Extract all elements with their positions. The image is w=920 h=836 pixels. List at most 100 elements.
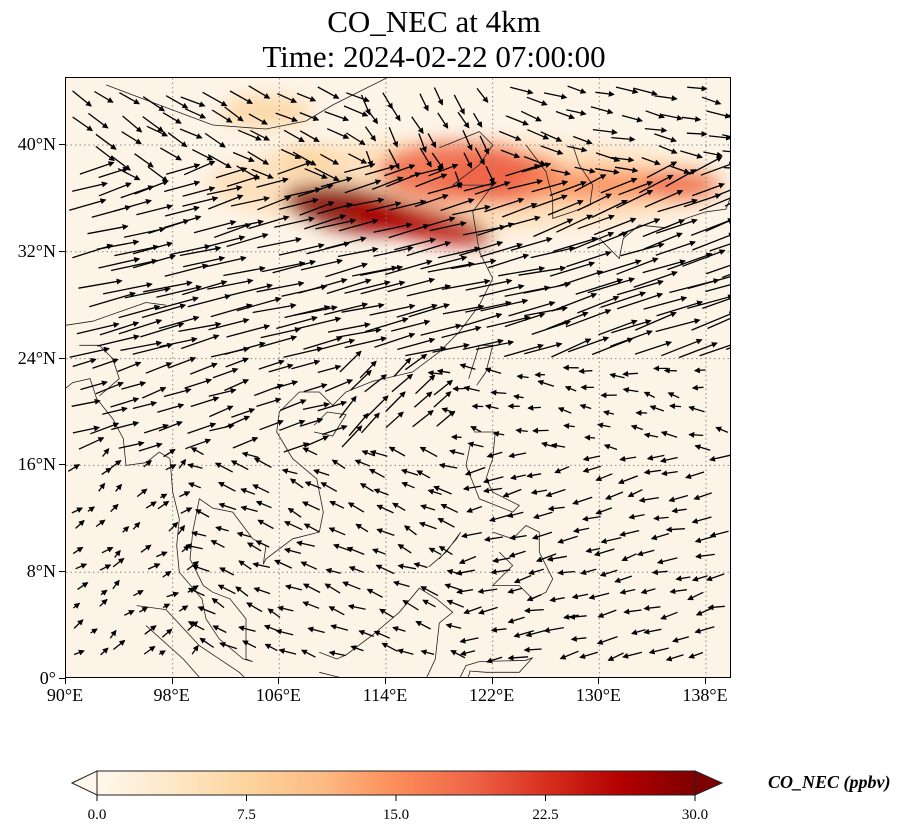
wind-arrow [229,90,253,104]
wind-arrow [208,317,250,331]
wind-arrow [693,492,712,501]
wind-arrow [278,648,297,655]
wind-arrow [143,459,152,468]
wind-arrow [665,526,685,533]
wind-arrow [167,132,188,148]
wind-arrow [644,189,684,208]
lon-tick-mark [705,678,706,684]
wind-arrow [256,397,282,408]
wind-arrow [669,588,687,595]
wind-arrow [274,380,299,389]
wind-arrow [475,339,515,351]
wind-arrow [381,642,398,652]
wind-arrow [184,108,207,119]
wind-arrow [257,195,292,211]
colorbar-tick-label: 7.5 [237,807,256,823]
wind-arrow [350,369,372,391]
wind-arrow [392,502,406,511]
wind-arrow [461,531,482,539]
wind-arrow [214,462,234,473]
wind-arrow [498,130,522,141]
wind-arrow [585,547,601,554]
wind-arrow [688,651,704,659]
wind-arrow [486,656,503,664]
wind-arrow [392,580,410,588]
wind-arrow [413,562,428,569]
wind-arrow [98,182,132,197]
wind-arrow [574,174,607,192]
wind-arrow [597,422,611,429]
wind-arrow [379,608,394,619]
wind-arrow [274,216,315,228]
wind-arrow [283,442,310,453]
wind-arrow [366,395,389,418]
wind-arrow [364,126,376,142]
wind-arrow [278,243,325,256]
wind-arrow [650,532,670,541]
wind-arrow [501,202,538,218]
wind-arrow [264,643,278,652]
wind-arrow [69,198,107,211]
wind-arrow [95,133,117,150]
wind-arrow [688,405,705,413]
wind-arrow [326,128,350,139]
wind-arrow [428,163,459,177]
wind-arrow [480,298,529,312]
wind-arrow [507,654,529,661]
wind-arrow [547,505,565,512]
wind-arrow [193,219,237,234]
wind-arrow [617,475,639,485]
wind-arrow [699,197,730,212]
wind-arrow [191,564,210,573]
wind-arrow [413,391,433,408]
wind-arrow [124,610,135,616]
wind-arrow [78,437,105,450]
wind-arrow [110,460,122,469]
wind-arrow [145,501,157,509]
wind-arrow [112,579,120,590]
wind-arrow [204,132,226,148]
wind-arrow [117,168,141,181]
wind-arrow [472,112,483,128]
wind-arrow [708,134,730,141]
wind-arrow [488,253,530,269]
wind-arrow [121,131,142,145]
wind-arrow [134,153,154,168]
wind-arrow [75,519,85,529]
wind-arrow [275,112,298,122]
wind-arrow [355,523,369,533]
wind-arrow [158,650,166,656]
lon-tick-mark [65,678,66,684]
wind-arrow [209,423,235,432]
wind-arrow [315,218,357,230]
wind-arrow [187,293,232,308]
wind-arrow [671,507,687,514]
wind-arrow [168,356,197,369]
colorbar-tick-label: 15.0 [382,807,410,823]
wind-arrow [427,488,442,496]
wind-arrow [669,165,691,174]
wind-arrow [397,563,417,570]
wind-arrow [566,109,587,116]
wind-arrow [477,588,498,595]
wind-arrow [317,86,340,99]
wind-arrow [212,367,239,379]
wind-arrow [691,516,712,524]
wind-arrow [464,466,486,476]
wind-arrow [299,417,324,427]
wind-arrow [162,112,182,124]
wind-arrow [102,448,110,457]
plot-subtitle-time: Time: 2024-02-22 07:00:00 [262,39,606,74]
wind-arrow [419,446,438,458]
wind-arrow [162,570,172,578]
wind-arrow [590,106,614,115]
coastline [465,431,520,513]
wind-arrow [94,90,114,103]
wind-arrow [609,330,653,348]
wind-arrow [667,392,680,399]
wind-arrow [675,575,691,582]
wind-arrow [226,175,260,188]
wind-arrow [253,587,271,595]
wind-arrow [418,521,437,530]
wind-arrow [685,471,705,479]
